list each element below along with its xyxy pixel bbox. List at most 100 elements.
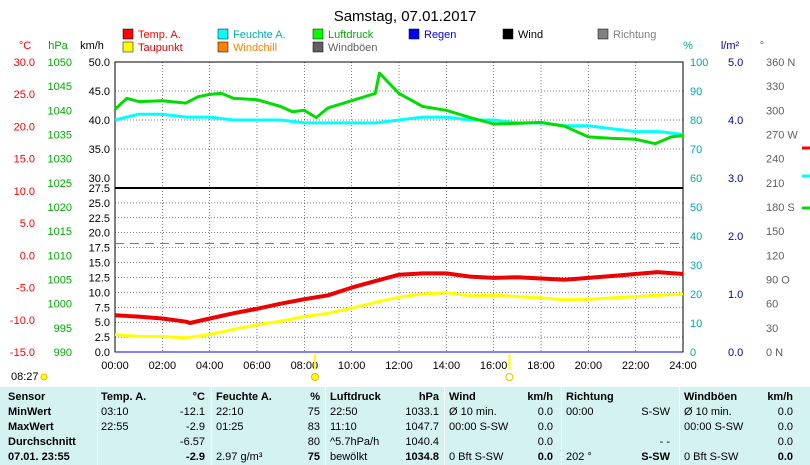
legend-swatch [408, 28, 420, 40]
x-tick-label: 20:00 [575, 360, 603, 372]
table-cell-value: 1033.1 [405, 406, 439, 418]
table-separator [97, 387, 98, 465]
legend-label: Taupunkt [138, 42, 183, 54]
chart-title: Samstag, 07.01.2017 [334, 8, 477, 25]
x-tick-label: 04:00 [196, 360, 224, 372]
series-line-luftdruck [113, 71, 684, 146]
y-tick-kmh: 30.0 [89, 173, 110, 185]
y-tick-temp: 15.0 [14, 154, 35, 166]
table-cell-value: 75 [307, 406, 320, 418]
table-cell-value: 0.0 [777, 406, 793, 418]
unit-pct: % [683, 40, 693, 52]
y-tick-temp: 30.0 [14, 57, 35, 69]
table-cell-value: 0.0 [537, 421, 553, 433]
series-line-feuchte-a- [114, 112, 684, 136]
y-tick-rain: 4.0 [728, 115, 743, 127]
legend-label: Temp. A. [138, 29, 181, 41]
x-tick-label: 08:00 [291, 360, 319, 372]
table-cell-time: 22:55 [101, 421, 129, 433]
table-row-label: Durchschnitt [8, 436, 76, 448]
y-tick-kmh: 17.5 [89, 243, 110, 255]
table-cell-time: ^5.7hPa/h [330, 436, 380, 448]
x-tick-label: 16:00 [480, 360, 508, 372]
time-marker-dot [505, 373, 514, 381]
y-tick-temp: 0.0 [20, 250, 35, 262]
y-tick-dir: 240 [766, 154, 784, 166]
x-tick-label: 10:00 [338, 360, 366, 372]
x-tick-label: 12:00 [385, 360, 413, 372]
y-tick-pct: 20 [690, 289, 702, 301]
table-cell-time: 01:25 [216, 421, 244, 433]
legend-label: Richtung [613, 29, 656, 41]
table-separator [444, 387, 445, 465]
legend-swatch [312, 28, 324, 40]
y-tick-hpa: 1015 [48, 226, 72, 238]
y-tick-hpa: 1005 [48, 275, 72, 287]
y-tick-hpa: 995 [54, 323, 72, 335]
x-tick-label: 18:00 [527, 360, 555, 372]
table-cell-time: 22:50 [330, 406, 358, 418]
table-cell-time: 202 ° [566, 451, 592, 463]
table-cell-value: 80 [307, 436, 320, 448]
unit-rain: l/m² [721, 40, 740, 52]
y-tick-dir: 330 [766, 81, 784, 93]
table-cell-value: 1040.4 [405, 436, 439, 448]
table-cell-time: 0 Bft S-SW [684, 451, 739, 463]
y-tick-kmh: 25.0 [89, 198, 110, 210]
y-tick-dir: 120 [766, 250, 784, 262]
legend-swatch [502, 28, 514, 40]
y-tick-hpa: 990 [54, 347, 72, 359]
y-tick-kmh: 35.0 [89, 144, 110, 156]
table-cell-value: 1034.8 [405, 451, 439, 463]
legend-label: Regen [424, 29, 456, 41]
table-cell-value: 75 [307, 451, 320, 463]
y-tick-hpa: 1000 [48, 299, 72, 311]
y-tick-pct: 50 [690, 202, 702, 214]
table-cell-value: -12.1 [179, 406, 205, 418]
table-cell-time: 11:10 [330, 421, 357, 433]
table-header: Wind [449, 391, 476, 403]
axis-ticks: 00:00 02:00 04:00 06:00 08:00 10:00 12:00 14:00… [10, 57, 810, 372]
table-header: Temp. A. [101, 391, 147, 403]
current-time-dot [40, 373, 48, 381]
legend-label: Luftdruck [328, 29, 374, 41]
y-tick-hpa: 1035 [48, 130, 72, 142]
table-separator [561, 387, 562, 465]
y-tick-kmh: 40.0 [89, 115, 110, 127]
y-tick-rain: 2.0 [728, 231, 743, 243]
table-cell-time: 00:00 S-SW [449, 421, 509, 433]
table-cell-value: 0.0 [777, 436, 793, 448]
y-tick-dir: 150 [766, 226, 784, 238]
table-row-label: 07.01. 23:55 [8, 451, 70, 463]
legend-label: Windböen [328, 42, 378, 54]
legend-swatch [312, 41, 324, 53]
table-cell-value: 83 [307, 421, 320, 433]
data-lines [113, 71, 684, 353]
y-tick-hpa: 1020 [48, 202, 72, 214]
table-header-unit: °C [192, 391, 205, 403]
table-cell-value: 0.0 [777, 421, 793, 433]
y-tick-dir: 60 [766, 299, 778, 311]
y-tick-temp: -5.0 [16, 283, 35, 295]
y-tick-temp: 25.0 [14, 89, 35, 101]
y-tick-dir: 0 N [766, 347, 783, 359]
table-cell-time: bewölkt [330, 451, 368, 463]
table-cell-value: 0.0 [537, 451, 553, 463]
table-header: Richtung [566, 391, 614, 403]
table-header: Feuchte A. [216, 391, 272, 403]
legend-label: Feuchte A. [233, 29, 286, 41]
table-header-unit: % [310, 391, 320, 403]
table-header: Windböen [684, 391, 738, 403]
y-tick-kmh: 12.5 [89, 272, 110, 284]
series-line-taupunkt [114, 291, 684, 340]
table-header-unit: hPa [418, 391, 439, 403]
y-tick-pct: 40 [690, 231, 702, 243]
x-tick-label: 00:00 [101, 360, 129, 372]
time-marker-dot [310, 373, 319, 381]
axis-units: °C hPa km/h% l/m² ° [19, 40, 764, 52]
table-cell-value: - - [659, 436, 670, 448]
y-tick-kmh: 7.5 [95, 302, 110, 314]
y-tick-kmh: 15.0 [89, 258, 110, 270]
table-cell-time: 0 Bft S-SW [449, 451, 504, 463]
table-separator [679, 387, 680, 465]
